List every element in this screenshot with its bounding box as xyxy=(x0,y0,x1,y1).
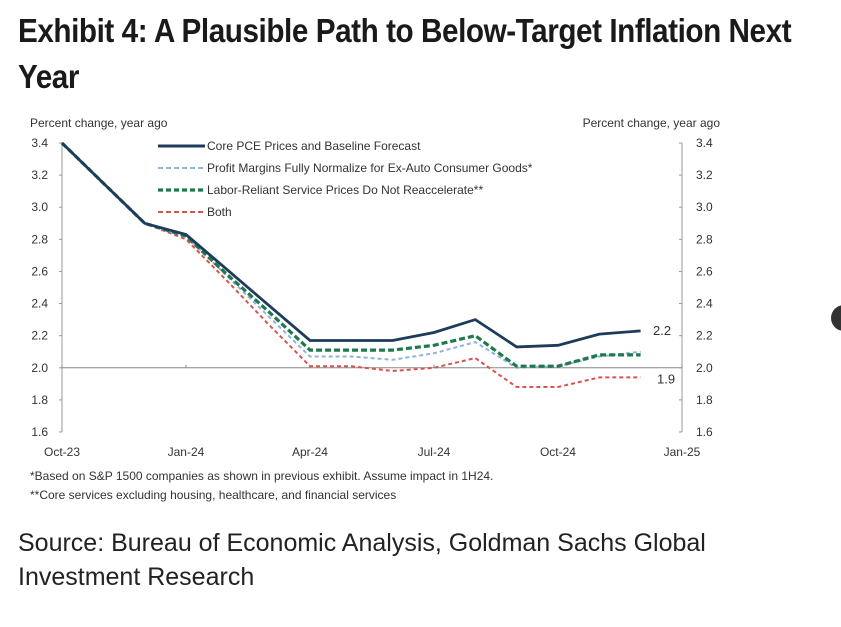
series-line-0 xyxy=(61,141,641,349)
series-line-1 xyxy=(61,142,641,369)
exhibit-title: Exhibit 4: A Plausible Path to Below-Tar… xyxy=(18,12,792,95)
legend-label-3: Both xyxy=(207,205,232,219)
end-label-baseline: 2.2 xyxy=(653,323,671,338)
y-tick-left: 3.4 xyxy=(31,136,48,150)
y-tick-right: 2.8 xyxy=(696,232,713,246)
y-tick-right: 2.6 xyxy=(696,264,713,278)
y-axis-label-right: Percent change, year ago xyxy=(583,116,721,130)
end-label-both: 1.9 xyxy=(657,371,675,386)
y-tick-left: 1.8 xyxy=(31,393,48,407)
x-tick-label: Oct-23 xyxy=(44,445,80,459)
y-tick-right: 2.0 xyxy=(696,361,713,375)
y-tick-right: 2.4 xyxy=(696,297,713,311)
y-tick-left: 2.4 xyxy=(31,297,48,311)
y-tick-right: 3.4 xyxy=(696,136,713,150)
y-tick-left: 2.6 xyxy=(31,264,48,278)
y-tick-right: 1.8 xyxy=(696,393,713,407)
footnote-2: **Core services excluding housing, healt… xyxy=(30,488,396,502)
x-tick-label: Oct-24 xyxy=(540,445,576,459)
source-note: Source: Bureau of Economic Analysis, Gol… xyxy=(18,529,706,591)
y-tick-right: 2.2 xyxy=(696,329,713,343)
series-line-2 xyxy=(60,141,641,368)
y-axis-label-left: Percent change, year ago xyxy=(30,116,168,130)
legend-label-0: Core PCE Prices and Baseline Forecast xyxy=(207,139,421,153)
y-tick-left: 2.0 xyxy=(31,361,48,375)
y-tick-right: 1.6 xyxy=(696,425,713,439)
footnote-1: *Based on S&P 1500 companies as shown in… xyxy=(30,469,493,483)
y-tick-left: 2.2 xyxy=(31,329,48,343)
x-tick-label: Jul-24 xyxy=(418,445,451,459)
legend-label-2: Labor-Reliant Service Prices Do Not Reac… xyxy=(207,183,483,197)
legend-label-1: Profit Margins Fully Normalize for Ex-Au… xyxy=(207,161,533,175)
y-tick-right: 3.0 xyxy=(696,200,713,214)
x-tick-label: Jan-25 xyxy=(664,445,701,459)
y-tick-left: 3.0 xyxy=(31,200,48,214)
y-tick-right: 3.2 xyxy=(696,168,713,182)
inflation-chart: Percent change, year ago Percent change, … xyxy=(30,116,721,502)
y-tick-left: 3.2 xyxy=(31,168,48,182)
series-line-3 xyxy=(61,142,641,388)
scroll-indicator-icon[interactable] xyxy=(831,305,841,331)
x-tick-label: Apr-24 xyxy=(292,445,328,459)
x-tick-label: Jan-24 xyxy=(168,445,205,459)
y-tick-left: 1.6 xyxy=(31,425,48,439)
y-tick-left: 2.8 xyxy=(31,232,48,246)
